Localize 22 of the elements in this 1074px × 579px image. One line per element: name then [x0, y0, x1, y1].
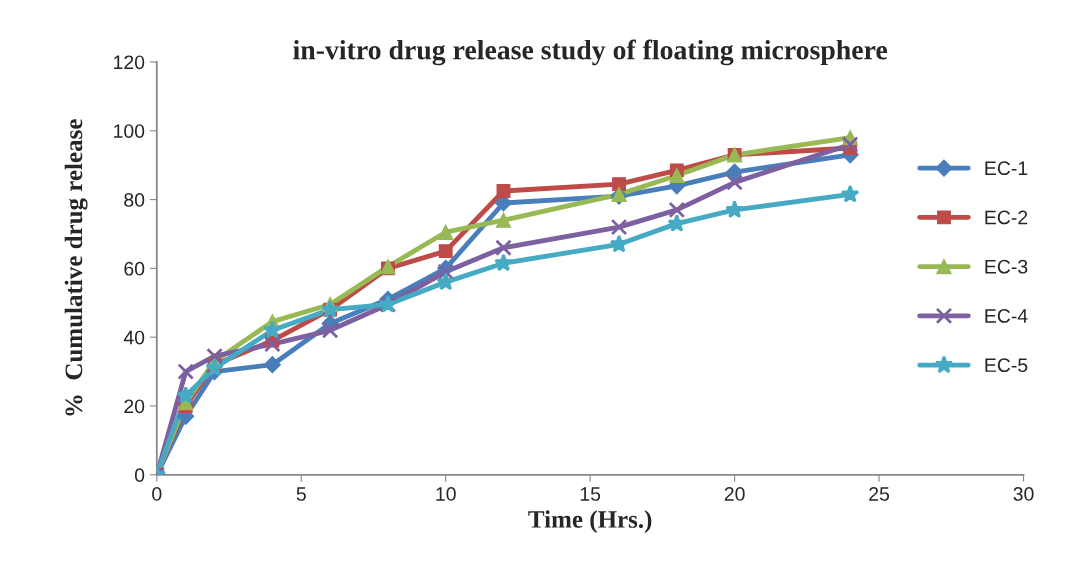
legend-label: EC-3 [985, 259, 1028, 274]
y-tick-label: 60 [124, 261, 145, 276]
legend-label: EC-1 [985, 161, 1028, 176]
y-tick-label: 0 [134, 468, 145, 483]
y-tick-label: 100 [114, 124, 145, 138]
legend-label: EC-4 [985, 309, 1028, 323]
x-tick-label: 30 [1013, 487, 1034, 501]
x-tick-label: 15 [580, 487, 601, 501]
legend-label: EC-5 [985, 358, 1028, 373]
y-tick-label: 40 [123, 330, 145, 345]
chart-title: in-vitro drug release study of floating microsphere [293, 39, 888, 66]
x-tick-label: 5 [296, 487, 306, 501]
x-axis-title: Time (Hrs.) [528, 510, 652, 533]
y-axis-title: % Cumulative drug release [64, 119, 88, 416]
x-tick-label: 25 [869, 487, 890, 501]
legend-label: EC-2 [985, 210, 1028, 225]
y-tick-label: 20 [124, 399, 145, 414]
y-tick-label: 80 [124, 193, 145, 207]
x-tick-label: 10 [436, 487, 456, 501]
y-tick-label: 120 [114, 55, 145, 70]
x-tick-label: 0 [152, 487, 162, 501]
x-tick-label: 20 [724, 487, 745, 501]
